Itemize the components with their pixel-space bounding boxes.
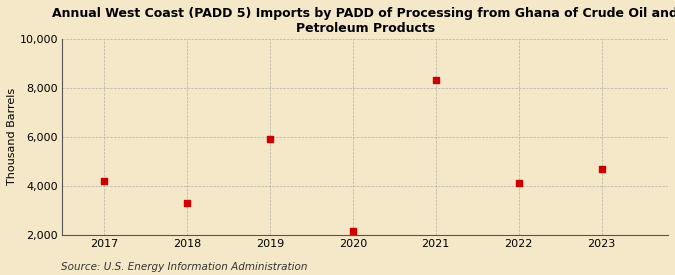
Y-axis label: Thousand Barrels: Thousand Barrels	[7, 88, 17, 185]
Point	[265, 137, 275, 141]
Point	[348, 229, 358, 233]
Text: Source: U.S. Energy Information Administration: Source: U.S. Energy Information Administ…	[61, 262, 307, 272]
Point	[431, 78, 441, 83]
Title: Annual West Coast (PADD 5) Imports by PADD of Processing from Ghana of Crude Oil: Annual West Coast (PADD 5) Imports by PA…	[52, 7, 675, 35]
Point	[596, 166, 607, 171]
Point	[513, 181, 524, 185]
Point	[99, 178, 109, 183]
Point	[182, 201, 192, 205]
